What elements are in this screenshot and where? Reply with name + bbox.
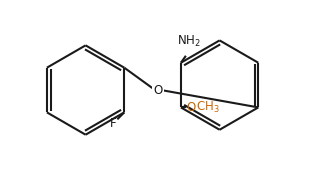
Text: NH$_2$: NH$_2$ <box>177 34 201 49</box>
Text: CH$_3$: CH$_3$ <box>196 100 219 115</box>
Text: F: F <box>110 117 117 130</box>
Text: O: O <box>187 101 196 114</box>
Text: O: O <box>153 84 163 97</box>
